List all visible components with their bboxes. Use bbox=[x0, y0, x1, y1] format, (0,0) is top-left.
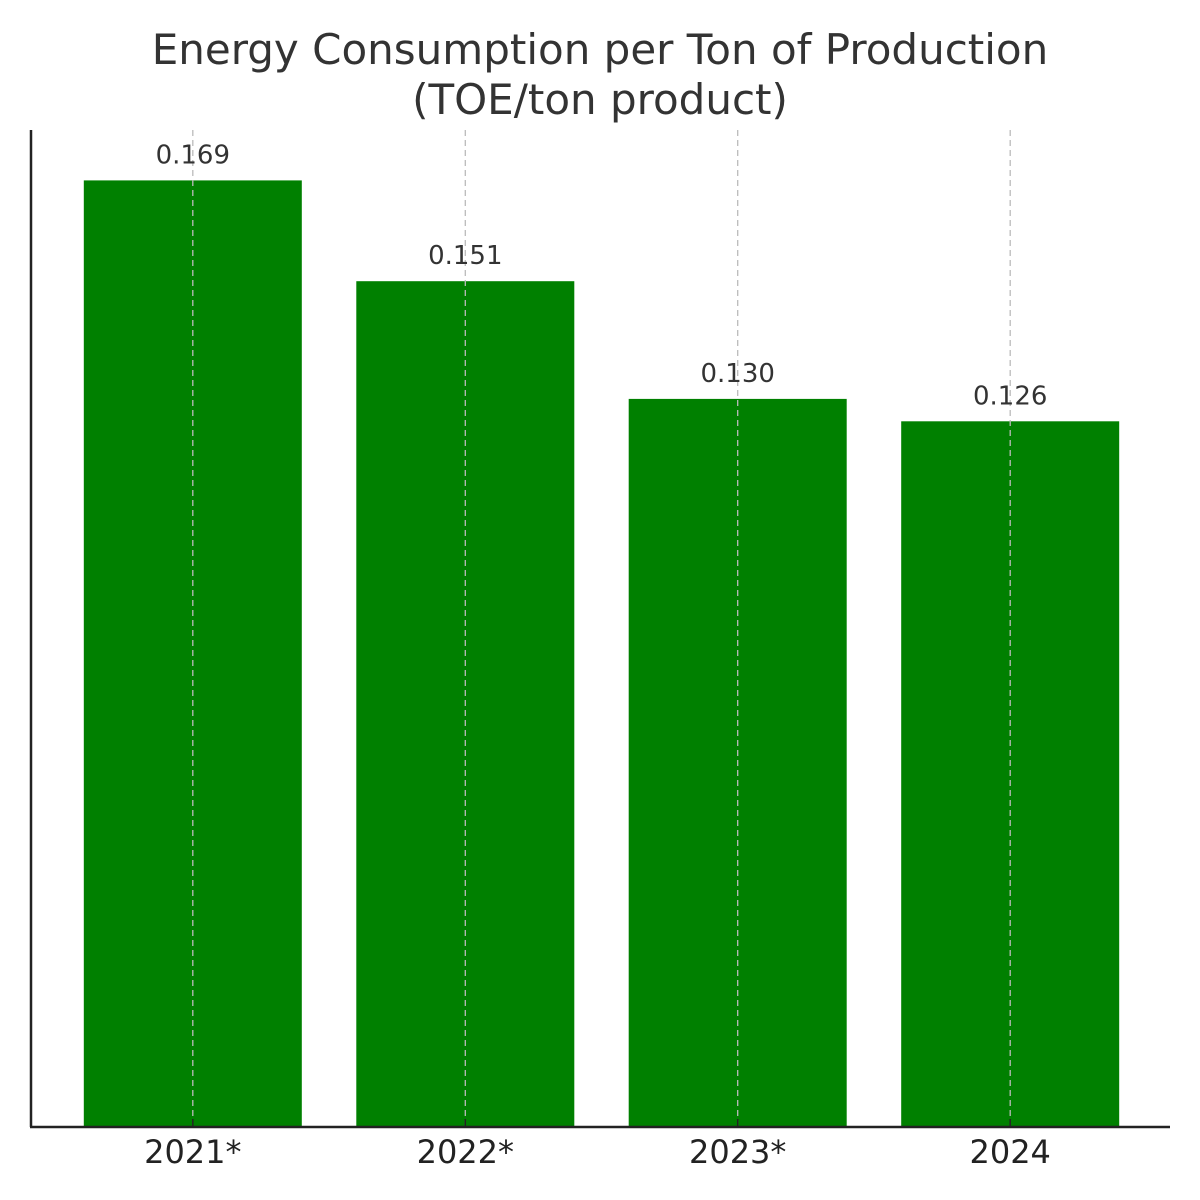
chart-title-line-1: Energy Consumption per Ton of Production bbox=[152, 25, 1049, 74]
x-tick-label-2: 2023* bbox=[689, 1133, 786, 1171]
grid-layer bbox=[192, 130, 1011, 1127]
value-label-1: 0.151 bbox=[428, 241, 502, 271]
value-label-3: 0.126 bbox=[973, 381, 1047, 411]
labels-layer: 0.169 2021* 0.151 2022* 0.130 2023* 0.126 2024 bbox=[144, 140, 1051, 1171]
chart-title-line-2: (TOE/ton product) bbox=[412, 75, 788, 124]
x-tick-label-1: 2022* bbox=[417, 1133, 514, 1171]
value-label-2: 0.130 bbox=[700, 359, 774, 389]
value-label-0: 0.169 bbox=[156, 140, 230, 170]
x-tick-label-3: 2024 bbox=[969, 1133, 1050, 1171]
x-tick-label-0: 2021* bbox=[144, 1133, 241, 1171]
bars-layer bbox=[83, 180, 1120, 1127]
